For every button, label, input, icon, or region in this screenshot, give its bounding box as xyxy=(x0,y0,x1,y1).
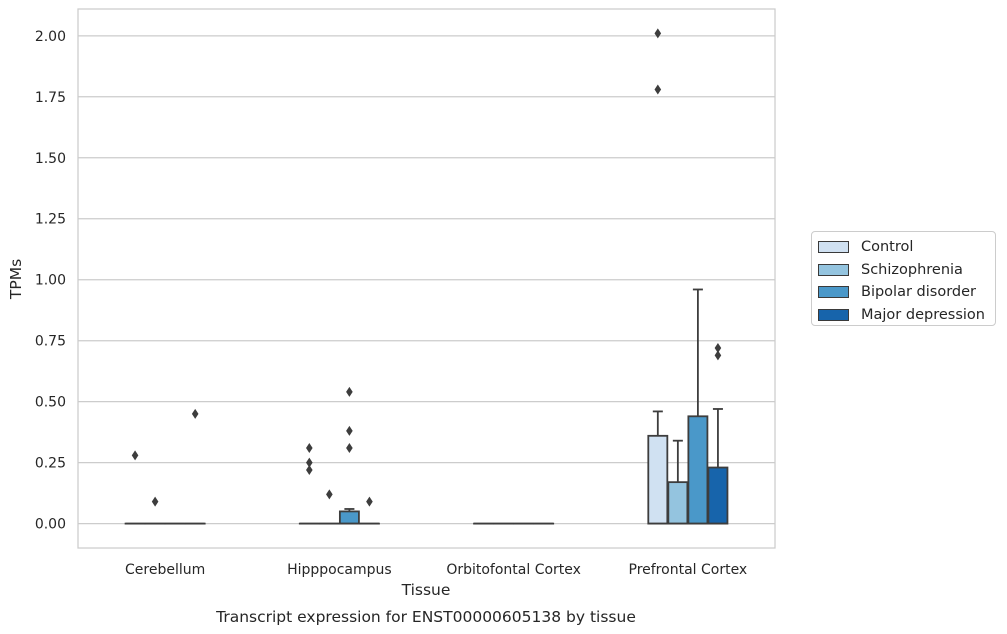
y-axis-label: TPMs xyxy=(7,259,25,300)
outlier-point xyxy=(654,84,662,95)
outlier-point xyxy=(346,386,353,397)
outlier-point xyxy=(306,464,313,475)
box-plots xyxy=(124,288,729,525)
outlier-point xyxy=(151,496,159,507)
y-tick-label: 2.00 xyxy=(35,29,66,45)
box-body xyxy=(338,510,360,525)
box-body xyxy=(647,434,669,525)
box-body xyxy=(667,481,689,525)
box-1-3 xyxy=(667,439,689,525)
x-axis-label: Tissue xyxy=(401,581,451,599)
outlier-point xyxy=(714,343,722,354)
legend-label: Schizophrenia xyxy=(861,261,963,278)
legend-item: Control xyxy=(818,236,989,259)
legend-label: Major depression xyxy=(861,306,985,323)
box-2-1 xyxy=(338,508,360,525)
outlier-point xyxy=(306,443,313,454)
outlier-point xyxy=(366,496,373,507)
chart-legend: Control Schizophrenia Bipolar disorder Majo… xyxy=(811,231,996,326)
outlier-point xyxy=(346,425,353,436)
outlier-point xyxy=(326,489,333,500)
legend-item: Schizophrenia xyxy=(818,259,989,282)
x-tick-label: Prefrontal Cortex xyxy=(629,562,748,578)
y-axis-ticks: 0.00 0.25 0.50 0.75 1.00 1.25 1.50 1.75 2.00 xyxy=(35,29,66,533)
outlier-point xyxy=(654,28,662,39)
legend-swatch xyxy=(818,263,849,276)
y-tick-label: 1.25 xyxy=(35,212,66,228)
outlier-point xyxy=(191,408,199,419)
outlier-points xyxy=(131,28,722,507)
grid-lines xyxy=(78,35,775,525)
y-tick-label: 1.50 xyxy=(35,151,66,167)
y-tick-label: 1.00 xyxy=(35,273,66,289)
box-2-3 xyxy=(687,288,709,525)
legend-swatch xyxy=(818,308,849,321)
outlier-point xyxy=(131,450,139,461)
outlier-point xyxy=(306,457,313,468)
y-tick-label: 0.25 xyxy=(35,456,66,472)
x-tick-label: Cerebellum xyxy=(125,562,205,578)
x-tick-label: Hipppocampus xyxy=(287,562,392,578)
y-tick-label: 0.50 xyxy=(35,395,66,411)
legend-swatch xyxy=(818,241,849,254)
box-body xyxy=(707,466,729,525)
legend-label: Bipolar disorder xyxy=(861,284,976,301)
chart-caption: Transcript expression for ENST0000060513… xyxy=(215,608,636,626)
legend-label: Control xyxy=(861,239,914,256)
y-tick-label: 0.75 xyxy=(35,334,66,350)
box-body xyxy=(687,415,709,525)
x-axis-ticks: Cerebellum Hipppocampus Orbitofontal Corte… xyxy=(125,562,747,578)
y-tick-label: 0.00 xyxy=(35,517,66,533)
x-tick-label: Orbitofontal Cortex xyxy=(446,562,581,578)
box-0-3 xyxy=(647,410,669,525)
box-3-3 xyxy=(707,408,729,525)
legend-swatch xyxy=(818,286,849,299)
legend-item: Bipolar disorder xyxy=(818,281,989,304)
legend-item: Major depression xyxy=(818,304,989,327)
outlier-point xyxy=(346,443,353,454)
plot-area-frame xyxy=(77,8,776,549)
y-tick-label: 1.75 xyxy=(35,90,66,106)
outlier-point xyxy=(714,350,722,361)
